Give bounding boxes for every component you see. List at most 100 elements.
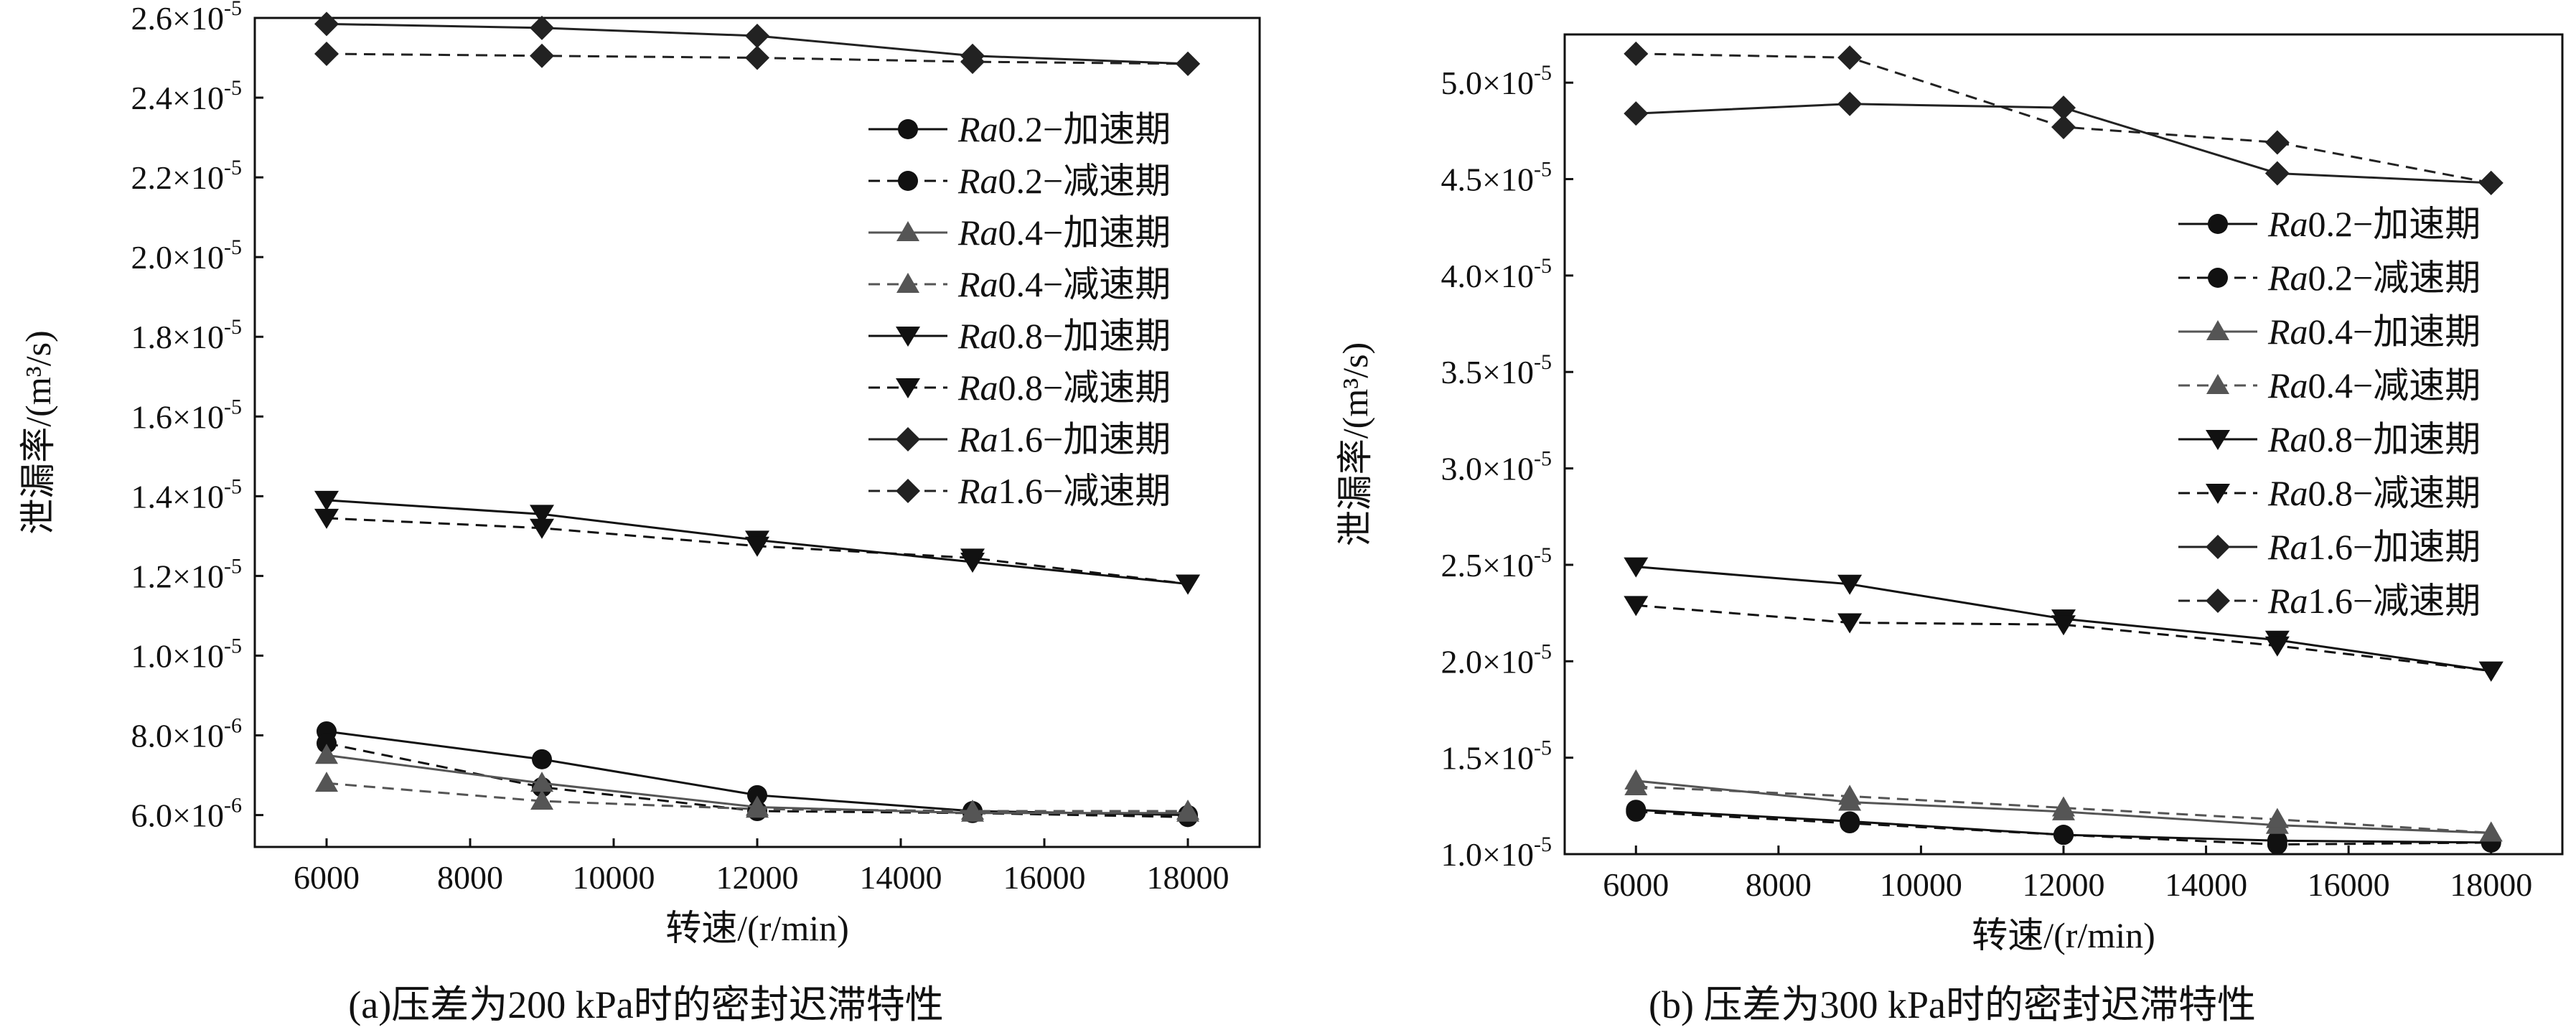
legend-item: Ra0.2−加速期 <box>2178 204 2481 244</box>
legend-item: Ra0.8−加速期 <box>2178 419 2481 459</box>
data-point <box>961 800 984 820</box>
data-point <box>2051 95 2076 121</box>
series-b-5 <box>1624 596 2504 682</box>
legend-label: Ra1.6−加速期 <box>957 419 1171 459</box>
y-tick-label-b: 2.5×10-5 <box>1441 543 1552 584</box>
series-a-3 <box>315 772 1199 820</box>
data-point <box>314 11 339 37</box>
legend-label: Ra0.8−加速期 <box>957 316 1171 356</box>
series-a-5 <box>314 508 1200 595</box>
series-a-7 <box>314 41 1200 76</box>
series-line <box>1636 604 2491 673</box>
chart-a: 6000 8000 10000 12000 14000 16000 18000 6.0×10-… <box>18 0 1261 948</box>
legend-marker <box>896 327 920 347</box>
data-point <box>317 733 337 754</box>
legend-marker <box>896 479 920 503</box>
data-point <box>746 797 769 818</box>
legend-item: Ra1.6−减速期 <box>868 471 1171 511</box>
y-tick-label-b: 4.0×10-5 <box>1441 254 1552 294</box>
x-tick-label-a: 14000 <box>860 859 942 896</box>
legend-marker <box>2208 268 2228 288</box>
data-point <box>745 23 769 48</box>
legend-marker <box>896 427 920 451</box>
legend-label: Ra0.2−减速期 <box>2267 258 2481 298</box>
data-point <box>1624 101 1649 126</box>
data-point <box>745 536 769 557</box>
legend-label: Ra0.2−加速期 <box>957 109 1171 149</box>
y-tick-label-b: 1.5×10-5 <box>1441 736 1552 777</box>
legend-item: Ra1.6−加速期 <box>2178 527 2481 567</box>
y-axis-title-a: 泄漏率/(m³/s) <box>18 330 58 534</box>
data-point <box>530 772 553 792</box>
data-point <box>2264 130 2290 155</box>
data-point <box>1624 774 1648 795</box>
legend-label: Ra0.8−减速期 <box>957 367 1171 408</box>
data-point <box>1176 574 1200 595</box>
data-point <box>1624 596 1649 617</box>
y-tick-label-a: 1.4×10-5 <box>131 474 242 515</box>
data-point <box>1837 574 1863 595</box>
legend-marker <box>2206 484 2230 504</box>
legend-label: Ra0.4−加速期 <box>957 212 1171 253</box>
legend-marker <box>2206 589 2230 613</box>
data-point <box>2265 807 2289 828</box>
data-point <box>1837 45 1863 70</box>
y-tick-label-b: 1.0×10-5 <box>1441 833 1552 873</box>
y-tick-label-b: 2.0×10-5 <box>1441 640 1552 680</box>
data-point <box>1837 91 1863 116</box>
data-point <box>2264 161 2290 186</box>
x-tick-label-b: 10000 <box>1880 866 1962 903</box>
caption-b: (b) 压差为300 kPa时的密封迟滞特性 <box>1649 983 2256 1026</box>
legend-item: Ra0.8−加速期 <box>868 316 1171 356</box>
data-point <box>960 548 985 569</box>
y-tick-label-a: 2.0×10-5 <box>131 235 242 276</box>
legend-item: Ra0.8−减速期 <box>868 367 1171 408</box>
x-axis-title-a: 转速/(r/min) <box>665 908 849 948</box>
legend-marker <box>896 273 919 293</box>
data-point <box>314 490 339 511</box>
x-tick-label-b: 12000 <box>2023 866 2105 903</box>
legend-label: Ra0.8−加速期 <box>2267 419 2481 459</box>
legend-marker <box>2206 374 2229 394</box>
y-tick-label-b: 3.0×10-5 <box>1441 447 1552 487</box>
legend-marker <box>2206 320 2229 340</box>
y-axis-title-b: 泄漏率/(m³/s) <box>1335 342 1375 546</box>
legend-marker <box>898 171 918 191</box>
data-point <box>2478 661 2504 682</box>
legend-item: Ra0.2−加速期 <box>868 109 1171 149</box>
y-tick-label-b: 4.5×10-5 <box>1441 158 1552 198</box>
legend-item: Ra0.4−加速期 <box>2178 312 2481 352</box>
data-point <box>1840 813 1860 834</box>
data-point <box>2267 834 2287 855</box>
y-tick-label-a: 1.2×10-5 <box>131 554 242 594</box>
legend-marker <box>896 378 920 398</box>
data-point <box>315 772 338 792</box>
x-tick-label-a: 6000 <box>294 859 360 896</box>
chart-b: 6000 8000 10000 12000 14000 16000 18000 1.0×10-… <box>1335 33 2564 955</box>
legend-item: Ra0.2−减速期 <box>2178 258 2481 298</box>
data-point <box>1624 557 1649 578</box>
data-point <box>532 749 552 769</box>
legend-label: Ra0.4−加速期 <box>2267 312 2481 352</box>
data-point <box>2479 821 2503 842</box>
data-point <box>2264 636 2290 657</box>
data-point <box>747 785 767 805</box>
data-point <box>530 505 554 525</box>
y-tick-label-a: 2.4×10-5 <box>131 76 242 116</box>
y-tick-label-a: 2.2×10-5 <box>131 156 242 196</box>
y-tick-label-b: 3.5×10-5 <box>1441 350 1552 390</box>
y-tick-label-a: 2.6×10-5 <box>131 0 242 37</box>
x-tick-label-a: 18000 <box>1147 859 1230 896</box>
x-tick-label-a: 12000 <box>716 859 799 896</box>
data-point <box>960 50 985 75</box>
y-tick-label-a: 6.0×10-6 <box>131 794 242 834</box>
legend-label: Ra1.6−减速期 <box>2267 581 2481 621</box>
data-point <box>530 15 554 40</box>
data-point <box>1626 801 1647 822</box>
x-tick-label-a: 10000 <box>573 859 655 896</box>
data-point <box>314 508 339 529</box>
data-point <box>1176 800 1199 820</box>
x-tick-label-b: 18000 <box>2450 866 2532 903</box>
data-point <box>1838 785 1862 805</box>
data-point <box>530 790 553 810</box>
